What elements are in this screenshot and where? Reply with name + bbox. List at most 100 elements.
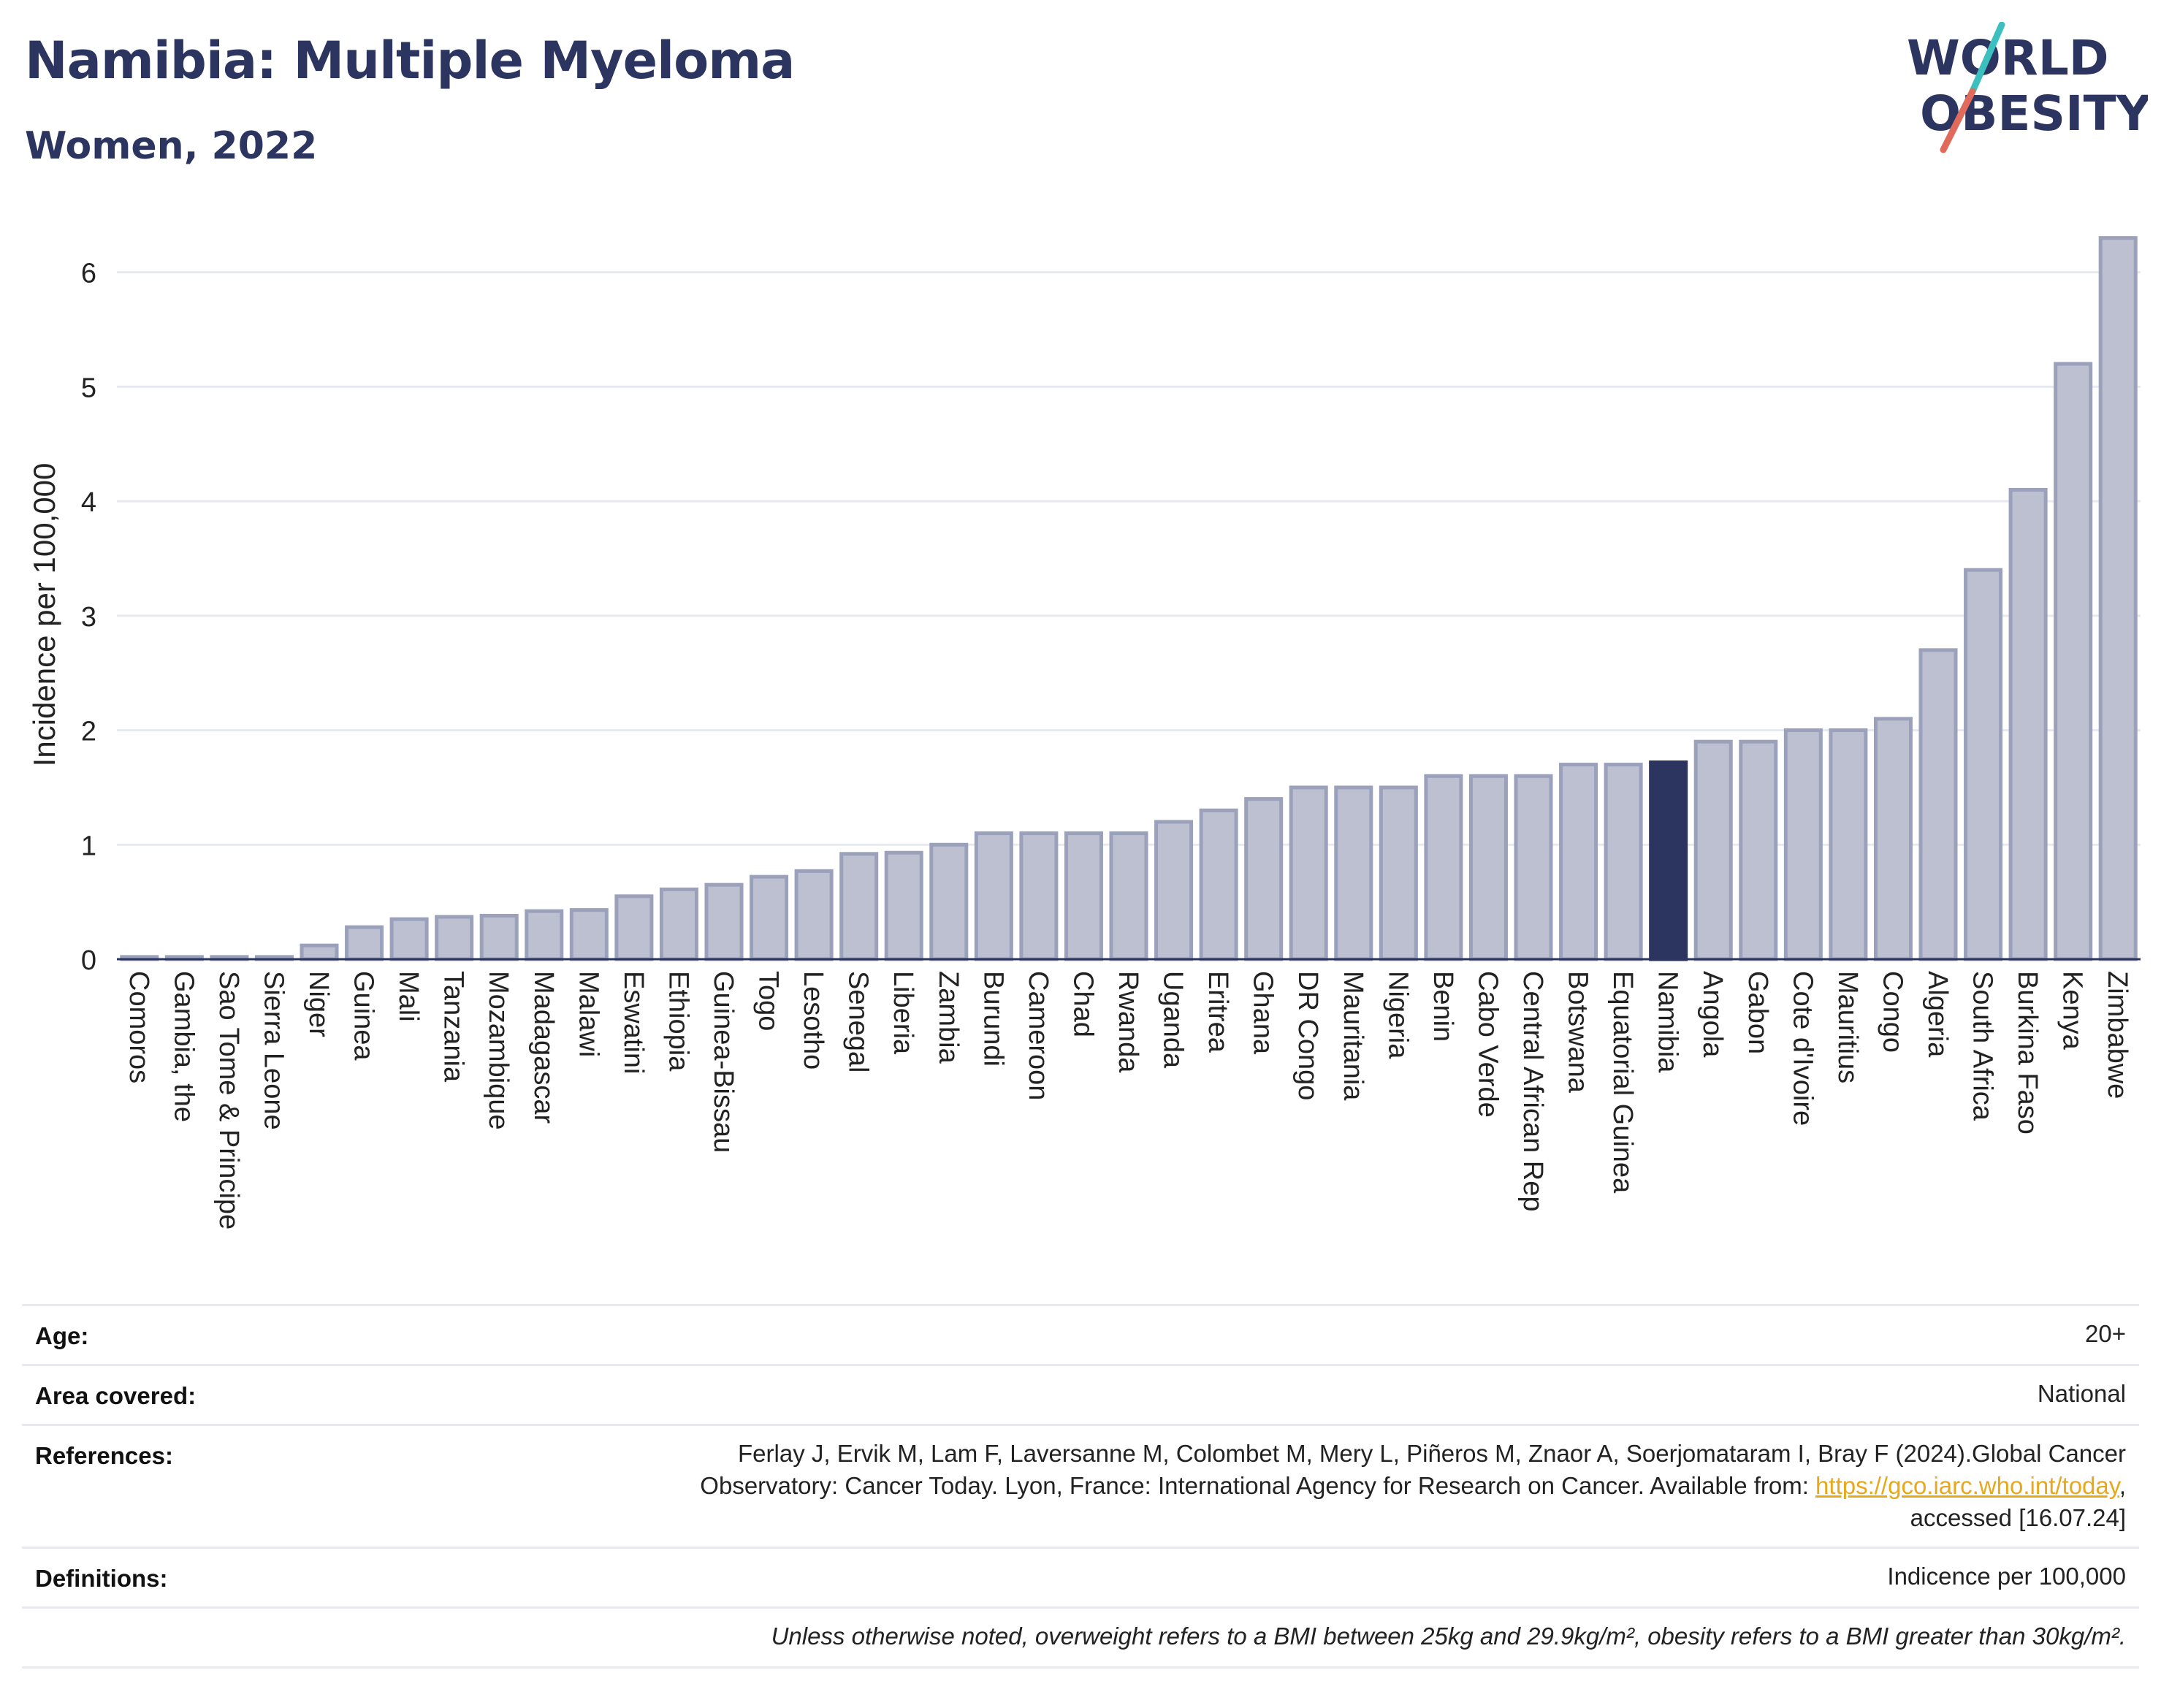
bar [1424, 774, 1463, 961]
bar [1964, 568, 2003, 961]
definitions-value: Indicence per 100,000 [1887, 1563, 2126, 1590]
x-tick-label: Gabon [1742, 971, 1773, 1054]
definitions-label: Definitions: [35, 1565, 168, 1592]
meta-row-area: Area covered: National [22, 1364, 2139, 1424]
references-line2-end: , [2119, 1472, 2126, 1499]
table-bottom-border [22, 1666, 2139, 1669]
page-title: Namibia: Multiple Myeloma [25, 31, 795, 91]
bar [2008, 487, 2048, 961]
bar [479, 913, 519, 961]
bar [1783, 728, 1823, 961]
bar [1019, 831, 1059, 961]
x-tick-label: Guinea-Bissau [708, 971, 739, 1153]
references-line1: Ferlay J, Ervik M, Lam F, Laversanne M, … [738, 1440, 2126, 1467]
world-obesity-logo: WORLD OBESITY [1907, 22, 2148, 153]
meta-row-age: Age: 20+ [22, 1304, 2139, 1364]
y-tick-label: 0 [81, 945, 96, 976]
bar [1289, 785, 1328, 961]
x-tick-label: Mali [393, 971, 424, 1022]
y-tick-label: 2 [81, 717, 96, 747]
x-tick-label: Sierra Leone [258, 971, 289, 1130]
x-tick-label: Mauritius [1832, 971, 1863, 1083]
bar [704, 882, 744, 961]
bar [1468, 774, 1508, 961]
y-tick-label: 1 [81, 831, 96, 861]
x-tick-label: Cabo Verde [1472, 971, 1503, 1118]
x-tick-label: South Africa [1967, 971, 1998, 1121]
bar [1334, 785, 1373, 961]
bar [1604, 763, 1643, 961]
x-tick-label: Zambia [933, 971, 964, 1064]
bar [525, 909, 564, 961]
y-tick-label: 5 [81, 373, 96, 403]
x-tick-label: Rwanda [1113, 971, 1143, 1073]
bar [974, 831, 1013, 961]
bar [1199, 808, 1238, 961]
bar [1154, 820, 1194, 961]
bar [839, 852, 879, 961]
x-tick-label: Cote d'Ivoire [1787, 971, 1818, 1126]
x-tick-label: Ethiopia [663, 971, 693, 1072]
logo-slash-coral [1940, 88, 1976, 153]
x-tick-label: Senegal [843, 971, 874, 1072]
bar [1918, 648, 1958, 961]
x-tick-label: Angola [1697, 971, 1728, 1058]
x-tick-label: Namibia [1653, 971, 1683, 1073]
references-line3: accessed [16.07.24] [1910, 1504, 2126, 1531]
bar [929, 842, 969, 961]
x-tick-label: Burundi [977, 971, 1008, 1067]
x-tick-label: DR Congo [1292, 971, 1323, 1100]
x-tick-label: Lesotho [798, 971, 828, 1070]
bar [300, 943, 339, 961]
bar [1514, 774, 1553, 961]
bar [659, 887, 698, 961]
x-tick-label: Chad [1067, 971, 1098, 1037]
bar [794, 869, 834, 961]
bar [614, 894, 654, 961]
x-tick-label: Botswana [1563, 971, 1593, 1094]
bar [1829, 728, 1868, 961]
bar-highlight [1649, 760, 1688, 961]
y-tick-label: 6 [81, 259, 96, 289]
bar [1064, 831, 1103, 961]
references-line2: Observatory: Cancer Today. Lyon, France:… [700, 1470, 2126, 1502]
x-tick-label: Mauritania [1338, 971, 1368, 1101]
x-tick-label: Guinea [348, 971, 379, 1061]
x-tick-label: Eritrea [1203, 971, 1233, 1053]
meta-row-references: References: Ferlay J, Ervik M, Lam F, La… [22, 1424, 2139, 1547]
area-value: National [2037, 1380, 2126, 1407]
page-subtitle: Women, 2022 [25, 124, 318, 168]
bar [435, 915, 474, 961]
bar-chart: 0 1 2 3 4 5 6 Incidence per 100,000 Comoros Gambi… [27, 236, 2141, 1229]
bmi-note: Unless otherwise noted, overweight refer… [771, 1623, 2126, 1650]
bar [1873, 717, 1913, 961]
y-tick-label: 4 [81, 487, 96, 518]
logo-slash-teal [1969, 22, 2005, 95]
x-tick-label: Zimbabwe [2102, 971, 2133, 1099]
x-tick-label: Liberia [888, 971, 918, 1055]
bar [1244, 797, 1284, 961]
bar [1693, 739, 1733, 961]
x-tick-label: Tanzania [438, 971, 469, 1083]
x-tick-label: Niger [303, 971, 334, 1037]
references-line2-text: Observatory: Cancer Today. Lyon, France:… [700, 1472, 1816, 1499]
y-axis-label: Incidence per 100,000 [27, 463, 61, 767]
metadata-table: Age: 20+ Area covered: National Referenc… [22, 1304, 2139, 1669]
area-label: Area covered: [35, 1382, 197, 1409]
x-tick-label: Madagascar [528, 971, 559, 1124]
references-value: Ferlay J, Ervik M, Lam F, Laversanne M, … [700, 1438, 2126, 1534]
logo-line1: WORLD [1907, 30, 2109, 86]
references-link[interactable]: https://gco.iarc.who.int/today [1815, 1472, 2119, 1499]
x-tick-label: Eswatini [618, 971, 649, 1075]
bar [389, 917, 429, 961]
bar [1109, 831, 1148, 961]
bar [2054, 362, 2093, 961]
x-tick-label: Mozambique [483, 971, 514, 1130]
bar [1739, 739, 1778, 961]
x-tick-label: Algeria [1922, 971, 1953, 1058]
bar [1559, 763, 1598, 961]
x-tick-label: Togo [753, 971, 784, 1031]
bar [750, 874, 789, 961]
x-tick-label: Congo [1877, 971, 1907, 1053]
bar [884, 850, 923, 961]
